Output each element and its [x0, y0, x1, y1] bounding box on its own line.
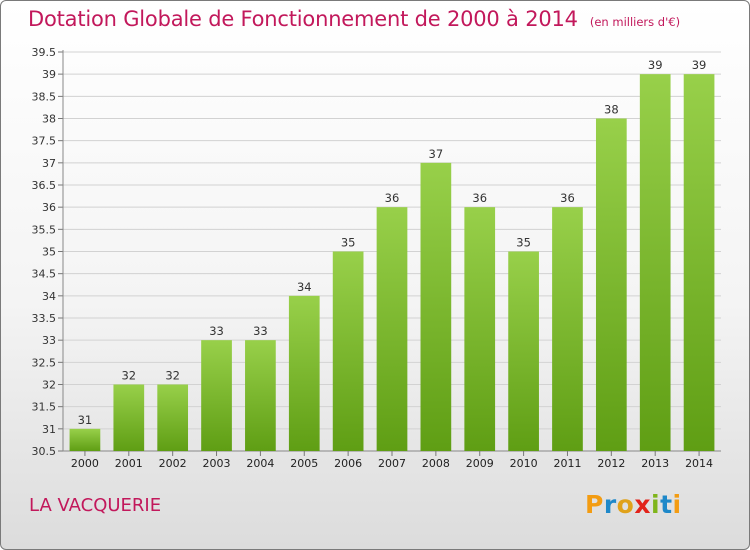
bar: [376, 207, 408, 451]
axes: 30.5 31 31.5 32 32.5 33 33.5 34 34.5 35 35.5 36 36.5…: [32, 46, 721, 458]
x-tick-label: 2007: [378, 457, 406, 470]
bar: [508, 251, 539, 451]
bars: [69, 74, 715, 452]
data-label: 35: [341, 236, 356, 250]
x-tick-label: 2004: [246, 457, 274, 470]
y-tick-label: 37.5: [32, 135, 57, 148]
x-tick-label: 2003: [203, 457, 231, 470]
logo-letter: P: [585, 490, 604, 519]
bar: [552, 207, 583, 451]
chart-title-block: Dotation Globale de Fonctionnement de 20…: [28, 7, 680, 31]
bar: [683, 74, 715, 452]
y-tick-label: 38: [42, 113, 56, 126]
data-label: 34: [297, 280, 312, 294]
data-label: 39: [692, 58, 707, 72]
bar: [464, 207, 496, 451]
x-tick-label: 2014: [685, 457, 713, 470]
logo-letter: o: [616, 490, 635, 519]
x-tick-label: 2000: [71, 457, 99, 470]
y-tick-label: 34.5: [32, 268, 57, 281]
logo-letter: i: [651, 490, 661, 519]
y-tick-label: 39.5: [32, 46, 57, 59]
data-label: 33: [209, 324, 224, 338]
data-label: 33: [253, 324, 268, 338]
y-tick-label: 37: [42, 157, 56, 170]
logo-letter: i: [672, 490, 682, 519]
data-label: 36: [560, 191, 575, 205]
bar: [245, 340, 276, 451]
data-label: 39: [648, 58, 663, 72]
bar: [113, 384, 145, 451]
y-tick-label: 31: [42, 423, 56, 436]
bar: [595, 118, 627, 451]
data-label: 37: [429, 147, 444, 161]
y-tick-label: 36: [42, 201, 56, 214]
bar: [639, 74, 671, 452]
y-tick-label: 35: [42, 246, 56, 259]
data-label: 38: [604, 103, 619, 117]
y-tick-label: 33: [42, 334, 56, 347]
chart-title: Dotation Globale de Fonctionnement de 20…: [28, 7, 578, 31]
data-label: 36: [385, 191, 400, 205]
data-label: 35: [516, 236, 531, 250]
x-tick-label: 2013: [641, 457, 669, 470]
x-tick-label: 2005: [290, 457, 318, 470]
logo-letter: t: [660, 490, 673, 519]
bar: [201, 340, 232, 451]
x-tick-label: 2011: [553, 457, 581, 470]
y-tick-label: 32.5: [32, 356, 57, 369]
proxiti-logo: Proxiti: [585, 490, 682, 519]
data-label: 36: [472, 191, 487, 205]
commune-name: LA VACQUERIE: [29, 495, 162, 516]
x-tick-label: 2009: [466, 457, 494, 470]
y-tick-label: 38.5: [32, 90, 57, 103]
data-label: 32: [121, 369, 136, 383]
y-tick-label: 30.5: [32, 445, 57, 458]
bar: [288, 295, 320, 451]
data-label: 31: [78, 413, 93, 427]
x-tick-label: 2008: [422, 457, 450, 470]
logo-letter: r: [603, 490, 617, 519]
y-tick-label: 32: [42, 379, 56, 392]
x-tick-label: 2002: [159, 457, 187, 470]
x-tick-label: 2006: [334, 457, 362, 470]
bar: [157, 384, 189, 451]
bar: [420, 162, 452, 452]
chart-unit: (en milliers d'€): [589, 15, 681, 29]
y-tick-label: 39: [42, 68, 56, 81]
y-tick-label: 36.5: [32, 179, 57, 192]
x-tick-label: 2012: [597, 457, 625, 470]
y-tick-label: 34: [42, 290, 56, 303]
y-tick-label: 33.5: [32, 312, 57, 325]
logo-letter: x: [634, 490, 651, 519]
y-tick-label: 31.5: [32, 401, 57, 414]
x-tick-label: 2001: [115, 457, 143, 470]
y-tick-label: 35.5: [32, 223, 57, 236]
bar: [69, 428, 101, 451]
bar: [332, 251, 364, 451]
data-label: 32: [165, 369, 180, 383]
labels: 2000 31 2001 32 2002 32 2003 33 2004 33 2005 34 2006…: [71, 58, 713, 470]
x-tick-label: 2010: [510, 457, 538, 470]
